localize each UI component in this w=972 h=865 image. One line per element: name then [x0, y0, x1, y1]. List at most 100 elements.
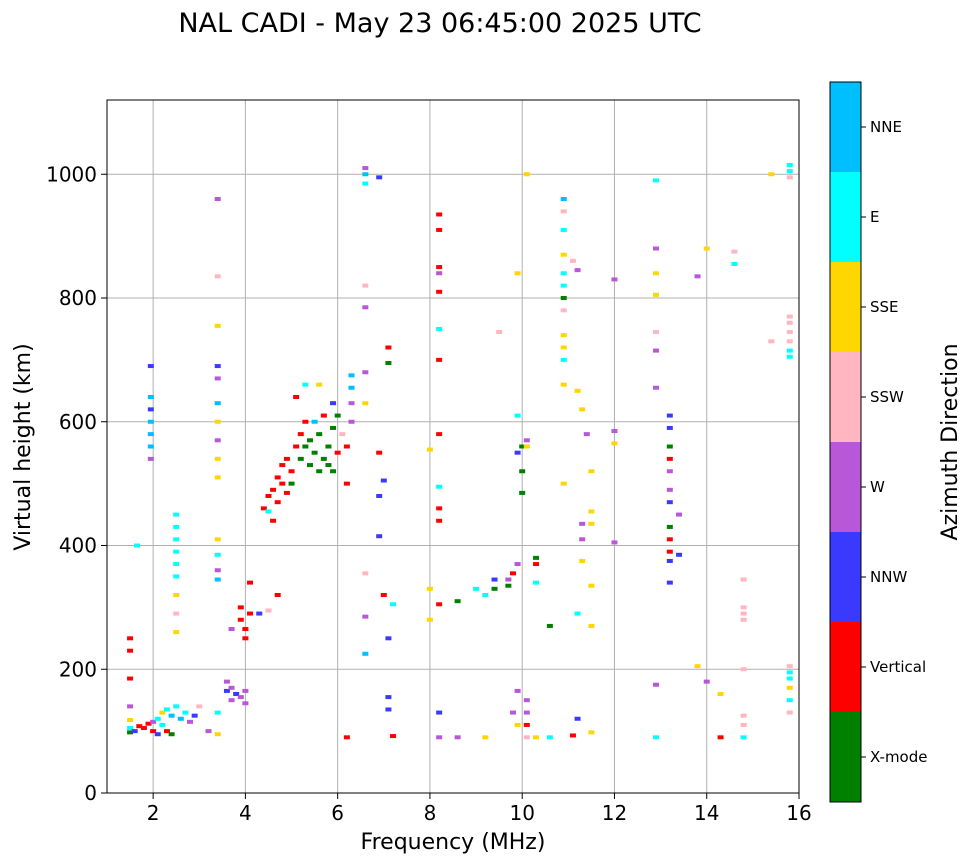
echo-point — [237, 617, 244, 622]
echo-point — [274, 475, 281, 480]
echo-point — [523, 735, 530, 740]
echo-point — [140, 726, 147, 731]
echo-point — [509, 710, 516, 715]
x-tick-label: 14 — [694, 801, 719, 825]
echo-point — [740, 611, 747, 616]
echo-point — [560, 382, 567, 387]
echo-point — [173, 549, 180, 554]
echo-point — [768, 172, 775, 177]
echo-point — [376, 175, 383, 180]
echo-point — [519, 469, 526, 474]
echo-point — [666, 500, 673, 505]
echo-point — [717, 735, 724, 740]
echo-point — [173, 562, 180, 567]
echo-point — [214, 456, 221, 461]
echo-point — [491, 586, 498, 591]
echo-point — [159, 722, 166, 727]
echo-point — [283, 456, 290, 461]
echo-point — [652, 682, 659, 687]
echo-point — [191, 713, 198, 718]
colorbar: X-mode Vertical NNW W SSW SSE E NNE — [829, 81, 927, 803]
echo-point — [588, 730, 595, 735]
echo-point — [147, 419, 154, 424]
echo-point — [666, 456, 673, 461]
echo-point — [288, 469, 295, 474]
echo-point — [786, 348, 793, 353]
echo-point — [196, 704, 203, 709]
echo-point — [237, 695, 244, 700]
x-tick-label: 12 — [602, 801, 627, 825]
echo-point — [523, 444, 530, 449]
echo-point — [214, 419, 221, 424]
echo-point — [533, 735, 540, 740]
echo-point — [177, 716, 184, 721]
echo-point — [283, 490, 290, 495]
echo-point — [168, 713, 175, 718]
echo-point — [611, 441, 618, 446]
echo-point — [147, 407, 154, 412]
echo-point — [233, 692, 240, 696]
echo-point — [666, 487, 673, 492]
echo-point — [154, 732, 161, 737]
colorbar-segment — [830, 622, 861, 712]
echo-point — [150, 719, 157, 724]
echo-point — [560, 333, 567, 338]
echo-point — [214, 376, 221, 381]
echo-point — [652, 348, 659, 353]
echo-point — [279, 463, 286, 468]
echo-point — [385, 360, 392, 365]
echo-point — [127, 676, 134, 681]
echo-point — [147, 364, 154, 369]
echo-point — [786, 664, 793, 669]
echo-point — [786, 670, 793, 675]
echo-point — [150, 729, 157, 734]
y-axis-ticks: 0 200 400 600 800 1000 — [46, 162, 107, 805]
data-points — [127, 162, 793, 740]
colorbar-frame — [829, 81, 862, 803]
echo-point — [147, 456, 154, 461]
echo-point — [362, 651, 369, 656]
echo-point — [786, 330, 793, 335]
echo-point — [302, 382, 309, 387]
y-tick-label: 800 — [59, 286, 97, 310]
echo-point — [436, 227, 443, 232]
echo-point — [311, 419, 318, 424]
echo-point — [436, 326, 443, 331]
echo-point — [168, 732, 175, 737]
echo-point — [574, 268, 581, 273]
echo-point — [560, 357, 567, 362]
echo-point — [768, 339, 775, 344]
echo-point — [514, 271, 521, 276]
echo-point — [334, 413, 341, 418]
y-axis-label: Virtual height (km) — [11, 343, 36, 550]
echo-point — [519, 490, 526, 495]
echo-point — [579, 558, 586, 563]
colorbar-segment — [830, 172, 861, 262]
echo-point — [260, 506, 267, 511]
echo-point — [256, 611, 263, 616]
echo-point — [436, 271, 443, 276]
echo-point — [127, 704, 134, 709]
echo-point — [348, 385, 355, 390]
echo-point — [316, 382, 323, 387]
echo-point — [574, 716, 581, 721]
echo-point — [325, 463, 332, 468]
echo-point — [514, 688, 521, 693]
colorbar-tick-label: NNW — [870, 568, 907, 586]
echo-point — [652, 178, 659, 183]
echo-point — [242, 636, 249, 641]
echo-point — [306, 463, 313, 468]
echo-point — [214, 552, 221, 557]
echo-point — [569, 258, 576, 263]
echo-point — [703, 246, 710, 251]
echo-point — [228, 685, 235, 690]
echo-point — [343, 481, 350, 486]
y-tick-label: 200 — [59, 657, 97, 681]
colorbar-tick-label: SSW — [870, 388, 904, 406]
colorbar-segment — [830, 262, 861, 352]
echo-point — [228, 698, 235, 703]
echo-point — [362, 401, 369, 406]
colorbar-label: Azimuth Direction — [938, 343, 963, 540]
echo-point — [173, 524, 180, 529]
